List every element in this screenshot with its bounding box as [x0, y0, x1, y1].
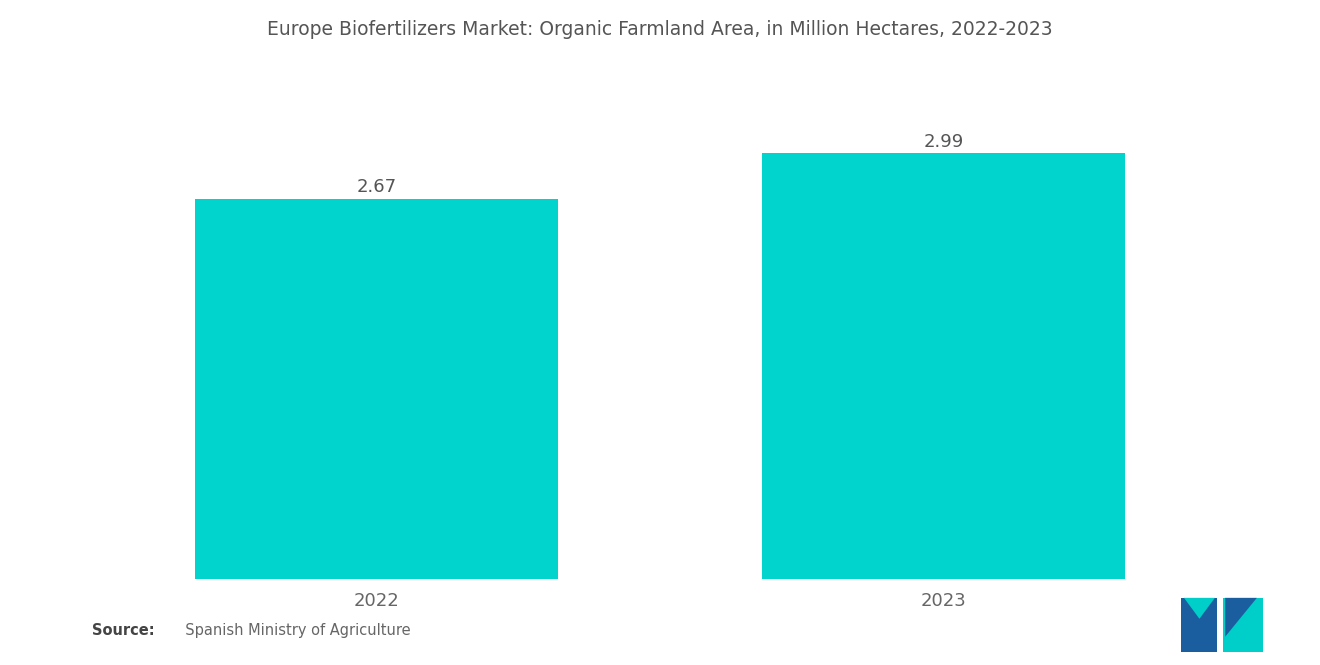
- Text: Europe Biofertilizers Market: Organic Farmland Area, in Million Hectares, 2022-2: Europe Biofertilizers Market: Organic Fa…: [267, 20, 1053, 39]
- Text: 2.99: 2.99: [924, 132, 964, 150]
- Bar: [194, 199, 558, 579]
- Polygon shape: [1222, 598, 1263, 652]
- Text: Spanish Ministry of Agriculture: Spanish Ministry of Agriculture: [176, 623, 411, 638]
- Polygon shape: [1225, 598, 1257, 637]
- Polygon shape: [1184, 598, 1214, 618]
- Text: Source:: Source:: [92, 623, 154, 638]
- Polygon shape: [1181, 598, 1217, 652]
- Text: 2.67: 2.67: [356, 178, 396, 196]
- Bar: [762, 154, 1126, 579]
